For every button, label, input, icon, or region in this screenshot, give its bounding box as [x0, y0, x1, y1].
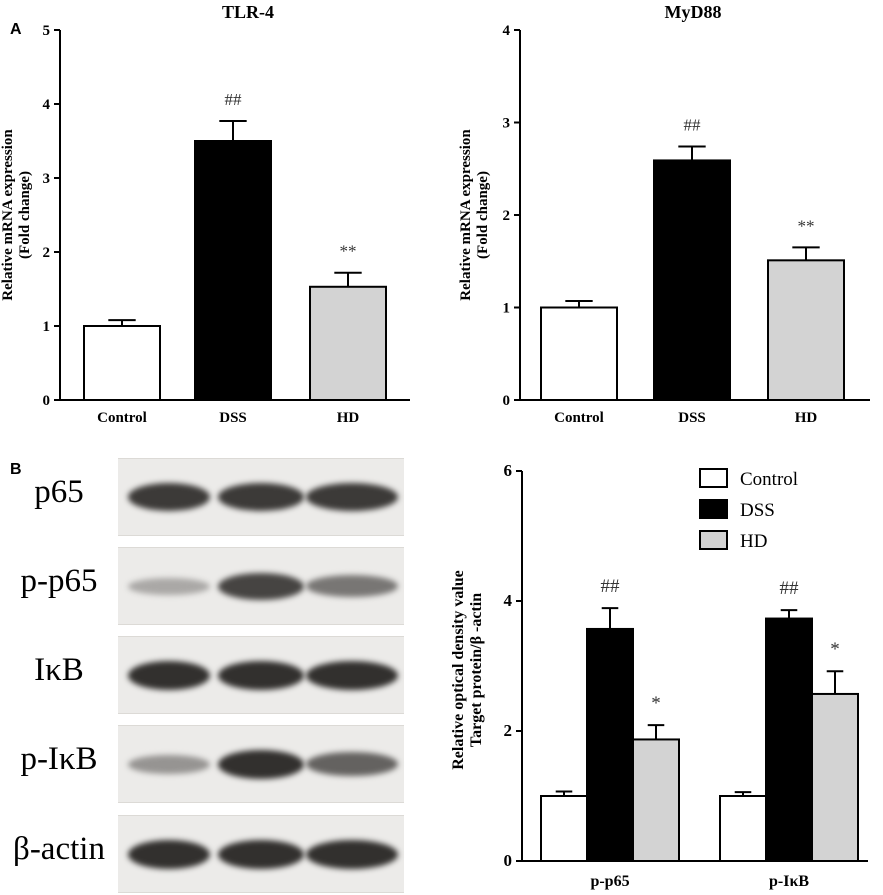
x-tick-label: p-IκB [769, 873, 809, 890]
blot-row-label: p-p65 [20, 563, 98, 599]
significance-label: ** [340, 242, 357, 261]
y-tick-label: 1 [43, 319, 51, 335]
bar [309, 285, 387, 401]
bar [540, 306, 618, 401]
blot-row-label: p-IκB [20, 741, 98, 777]
bar [540, 795, 588, 862]
blot-strip [118, 725, 404, 803]
blot-strip [118, 458, 404, 536]
x-tick-label: DSS [678, 410, 706, 426]
legend-swatch [699, 499, 728, 519]
blot-band [128, 483, 210, 511]
significance-label: ## [225, 90, 243, 109]
chart-title: MyD88 [665, 2, 722, 22]
y-axis-label-line: Relative optical density value [450, 570, 467, 770]
y-tick-label: 1 [503, 301, 511, 317]
x-tick-label: Control [97, 410, 147, 426]
panel-a-label: A [10, 21, 22, 38]
bar [586, 627, 634, 863]
significance-label: ** [798, 216, 815, 235]
y-tick-label: 5 [43, 23, 51, 39]
panel-b-label: B [10, 461, 22, 478]
significance-label: ## [601, 576, 621, 597]
significance-label: ## [684, 116, 702, 135]
y-axis-label-line: (Fold change) [475, 171, 491, 259]
bar [765, 617, 813, 862]
legend-label: HD [740, 531, 767, 552]
blot-band [306, 752, 398, 776]
y-tick-label: 0 [43, 393, 51, 409]
y-tick-label: 6 [504, 461, 513, 480]
y-axis-label: Relative mRNA expression(Fold change) [458, 129, 491, 301]
blot-band [218, 483, 304, 511]
y-axis-label-line: Relative mRNA expression [458, 129, 474, 301]
chart-tlr4: 0 1 2 3 4 5 TLR-4 Relative mRNA expression(Fold… [0, 2, 410, 426]
blot-strip [118, 815, 404, 893]
bar [632, 738, 680, 863]
bar [767, 259, 845, 402]
blot-strip [118, 547, 404, 625]
blot-band [128, 660, 210, 690]
blot-band [218, 749, 304, 779]
blot-band [128, 754, 210, 774]
blot-strip [118, 636, 404, 714]
y-tick-label: 2 [43, 245, 51, 261]
blot-band [218, 572, 304, 600]
legend-swatch [699, 468, 728, 488]
x-tick-label: DSS [219, 410, 247, 426]
bar [194, 140, 272, 401]
x-tick-label: HD [795, 410, 818, 426]
y-tick-label: 3 [503, 116, 511, 132]
blot-band [306, 660, 398, 690]
bar [83, 325, 161, 401]
y-axis-label-line: Relative mRNA expression [0, 129, 16, 301]
y-axis-label-line: (Fold change) [17, 171, 33, 259]
y-tick-label: 0 [504, 851, 513, 870]
chart-myd88: 0 1 2 3 4 MyD88 Relative mRNA expression(Fold … [458, 2, 870, 426]
significance-label: * [830, 639, 840, 660]
x-tick-label: p-p65 [590, 873, 629, 890]
blot-band [218, 839, 304, 869]
legend-label: DSS [740, 500, 775, 521]
blot-row-label: β-actin [13, 831, 105, 867]
bar [719, 795, 767, 862]
blot-band [128, 839, 210, 869]
y-tick-label: 2 [504, 721, 513, 740]
legend-swatch [699, 530, 728, 550]
blot-band [218, 660, 304, 690]
y-axis-label-line: Target protein/β -actin [468, 593, 485, 747]
blot-band [128, 577, 210, 595]
significance-label: * [651, 693, 661, 714]
y-tick-label: 3 [43, 171, 51, 187]
y-axis-label: Relative optical density valueTarget pro… [450, 570, 485, 770]
y-tick-label: 4 [504, 591, 513, 610]
legend-label: Control [740, 469, 798, 490]
x-tick-label: HD [337, 410, 360, 426]
blot-band [306, 483, 398, 511]
y-axis-label: Relative mRNA expression(Fold change) [0, 129, 33, 301]
blot-band [306, 575, 398, 597]
blot-row-label: p65 [34, 474, 84, 510]
y-tick-label: 4 [503, 23, 511, 39]
chart-title: TLR-4 [222, 2, 274, 22]
blot-band [306, 839, 398, 869]
y-tick-label: 4 [43, 97, 51, 113]
chart-optical-density: 0 2 4 6 Relative optical density valueTarget… [450, 461, 868, 890]
legend: Control DSS HD [699, 468, 798, 552]
blot-row-label: IκB [34, 652, 84, 688]
x-tick-label: Control [554, 410, 604, 426]
bar [653, 159, 731, 401]
significance-label: ## [780, 578, 800, 599]
y-tick-label: 0 [503, 393, 511, 409]
bar [811, 692, 859, 863]
y-tick-label: 2 [503, 208, 511, 224]
